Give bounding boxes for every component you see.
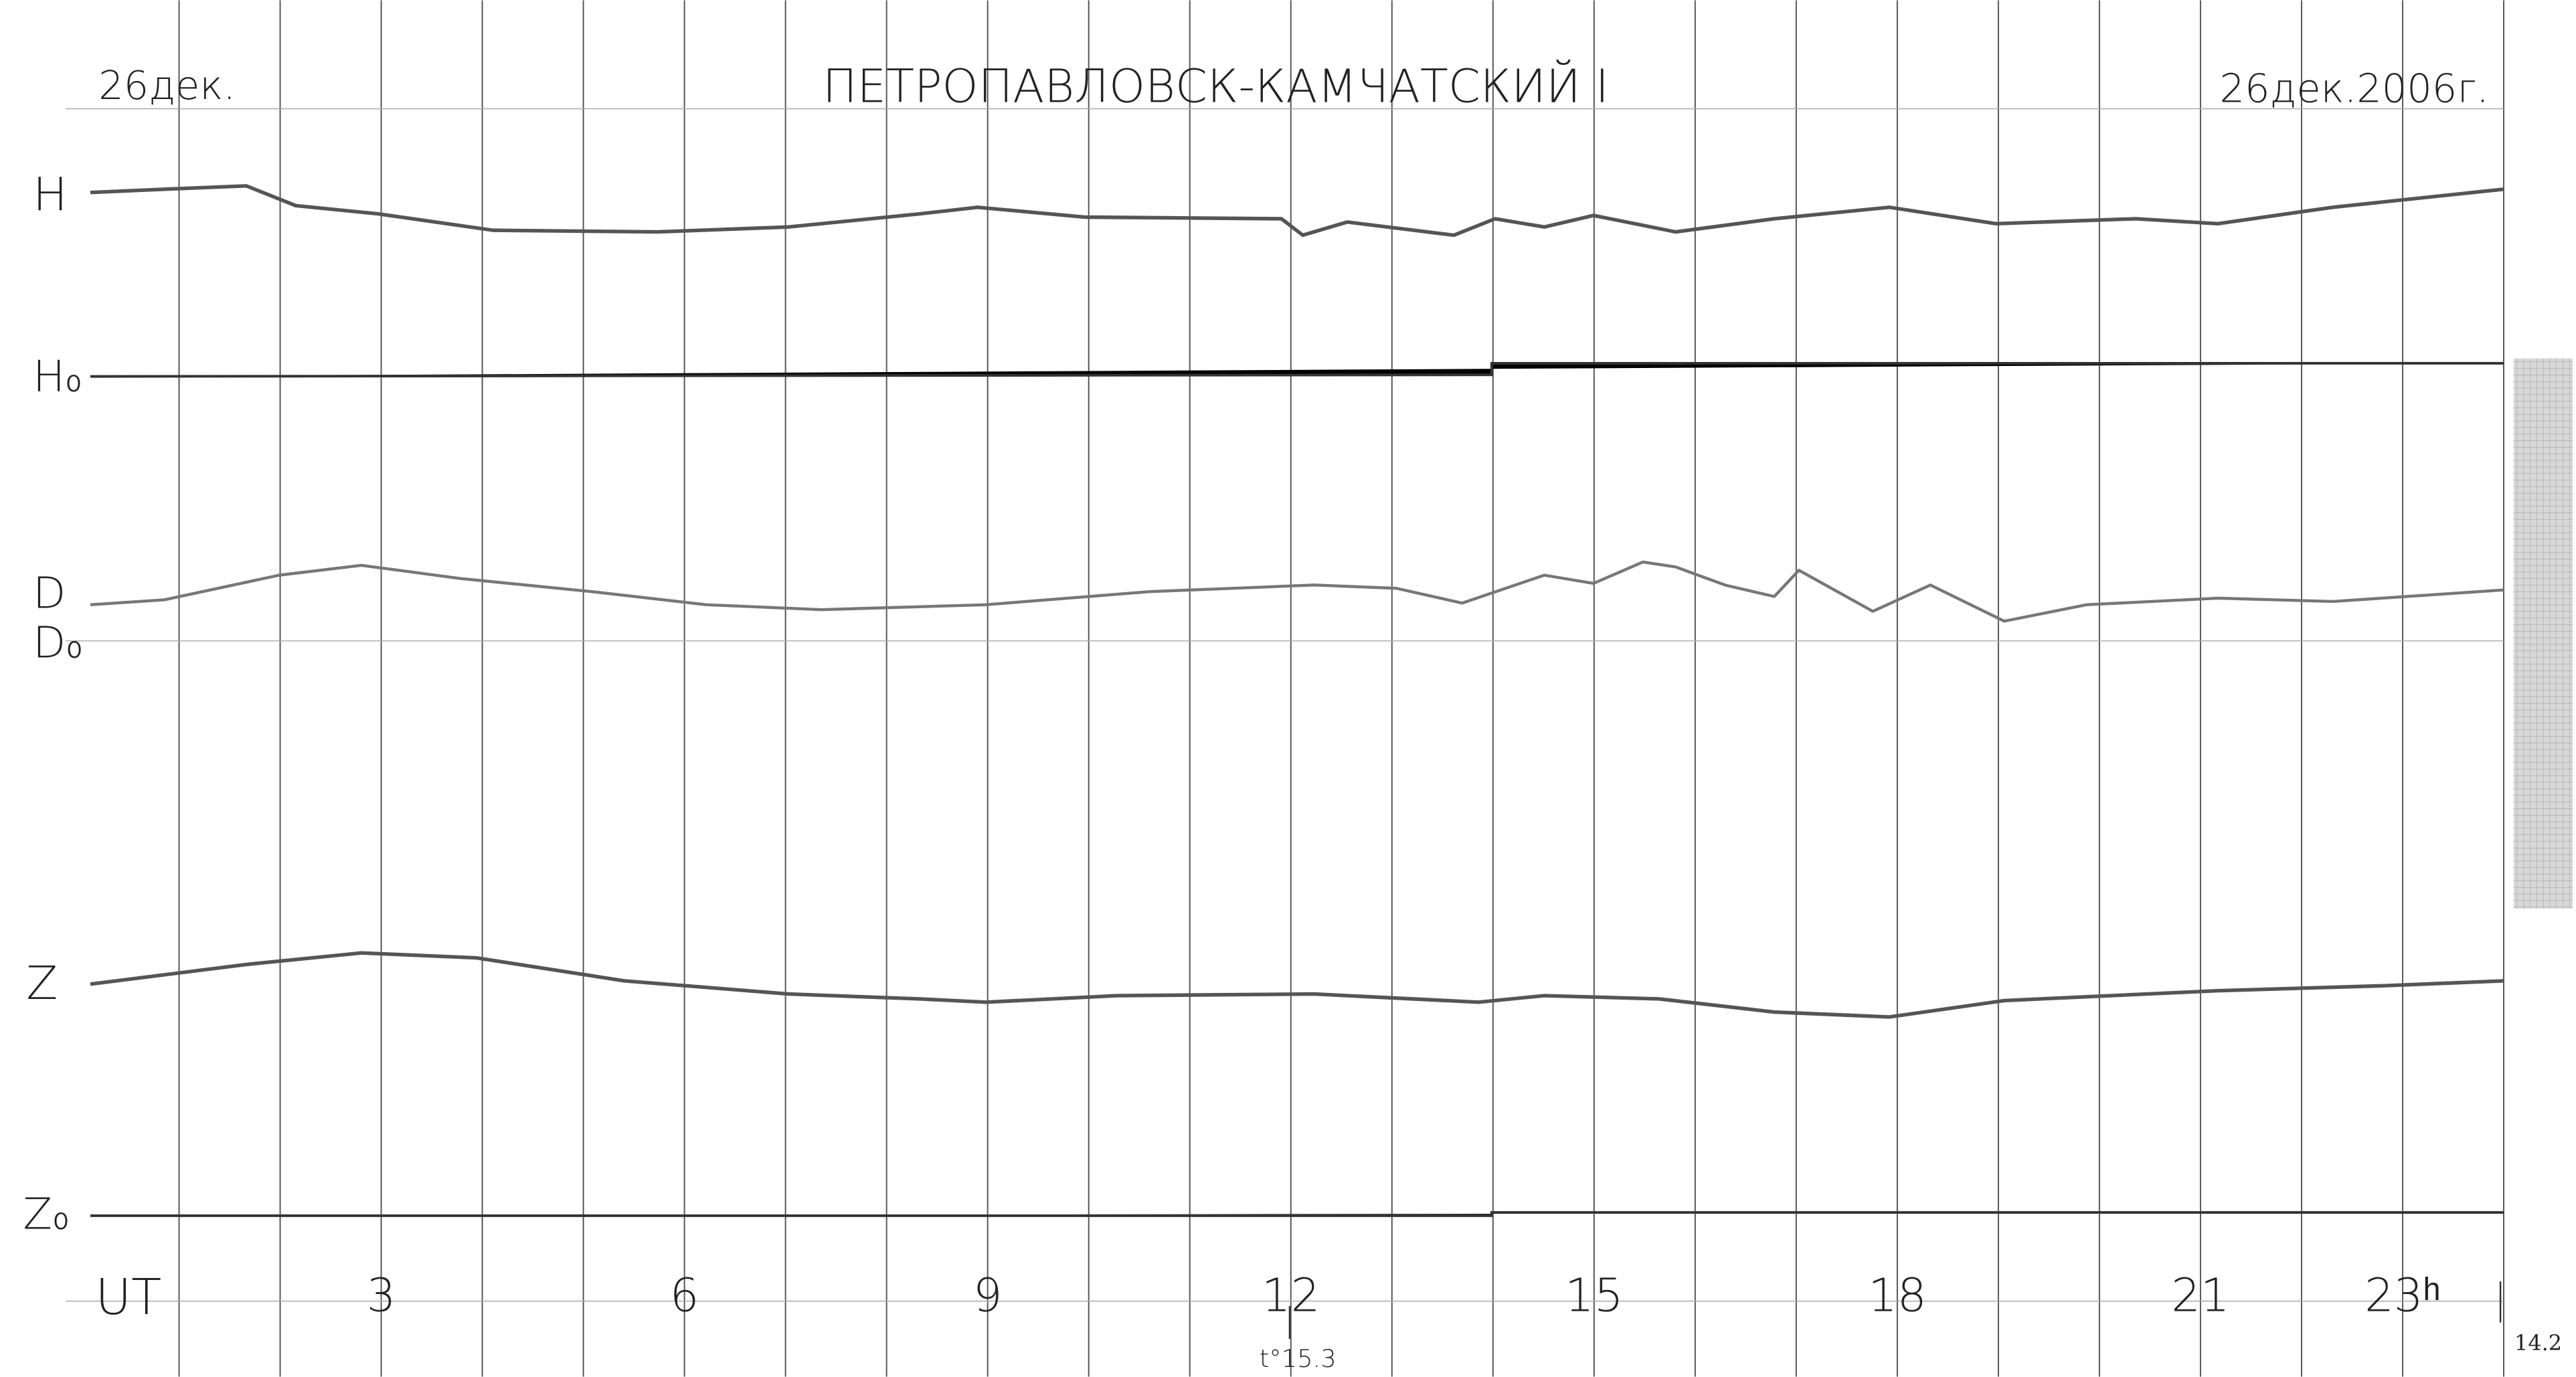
hour-label: 23ʰ bbox=[2365, 1269, 2441, 1322]
z-trace bbox=[90, 951, 2504, 1019]
trace-label: D bbox=[33, 569, 66, 619]
date-right: 26дек.2006г. bbox=[2220, 66, 2489, 112]
hour-label: 18 bbox=[1868, 1269, 1926, 1322]
trace-label: Z₀ bbox=[23, 1190, 69, 1240]
trace-label: H bbox=[33, 169, 68, 222]
temperature-note: t°15.3 bbox=[1260, 1344, 1337, 1373]
trace-label: H₀ bbox=[33, 353, 82, 402]
hour-label: 12 bbox=[1262, 1269, 1320, 1322]
hour-label: 9 bbox=[973, 1269, 1003, 1322]
z-baseline bbox=[90, 1211, 2504, 1217]
d-trace bbox=[90, 560, 2504, 623]
trace-label: D₀ bbox=[33, 618, 83, 668]
date-left: 26дек. bbox=[98, 62, 236, 108]
h-trace bbox=[90, 184, 2504, 238]
hour-label: 3 bbox=[367, 1269, 396, 1322]
time-unit: UT bbox=[95, 1269, 161, 1326]
hour-label: 15 bbox=[1565, 1269, 1623, 1322]
hour-labels: 3 6 9 12 15 18 21 23ʰ bbox=[367, 1269, 2441, 1322]
station-title: ПЕТРОПАВЛОВСК-КАМЧАТСКИЙ I bbox=[823, 60, 1609, 114]
hour-label: 21 bbox=[2171, 1269, 2229, 1322]
hour-label: 6 bbox=[670, 1269, 699, 1322]
corner-note: 14.2 bbox=[2514, 1330, 2562, 1356]
trace-label: Z bbox=[26, 957, 58, 1010]
scale-strip bbox=[2513, 358, 2573, 909]
